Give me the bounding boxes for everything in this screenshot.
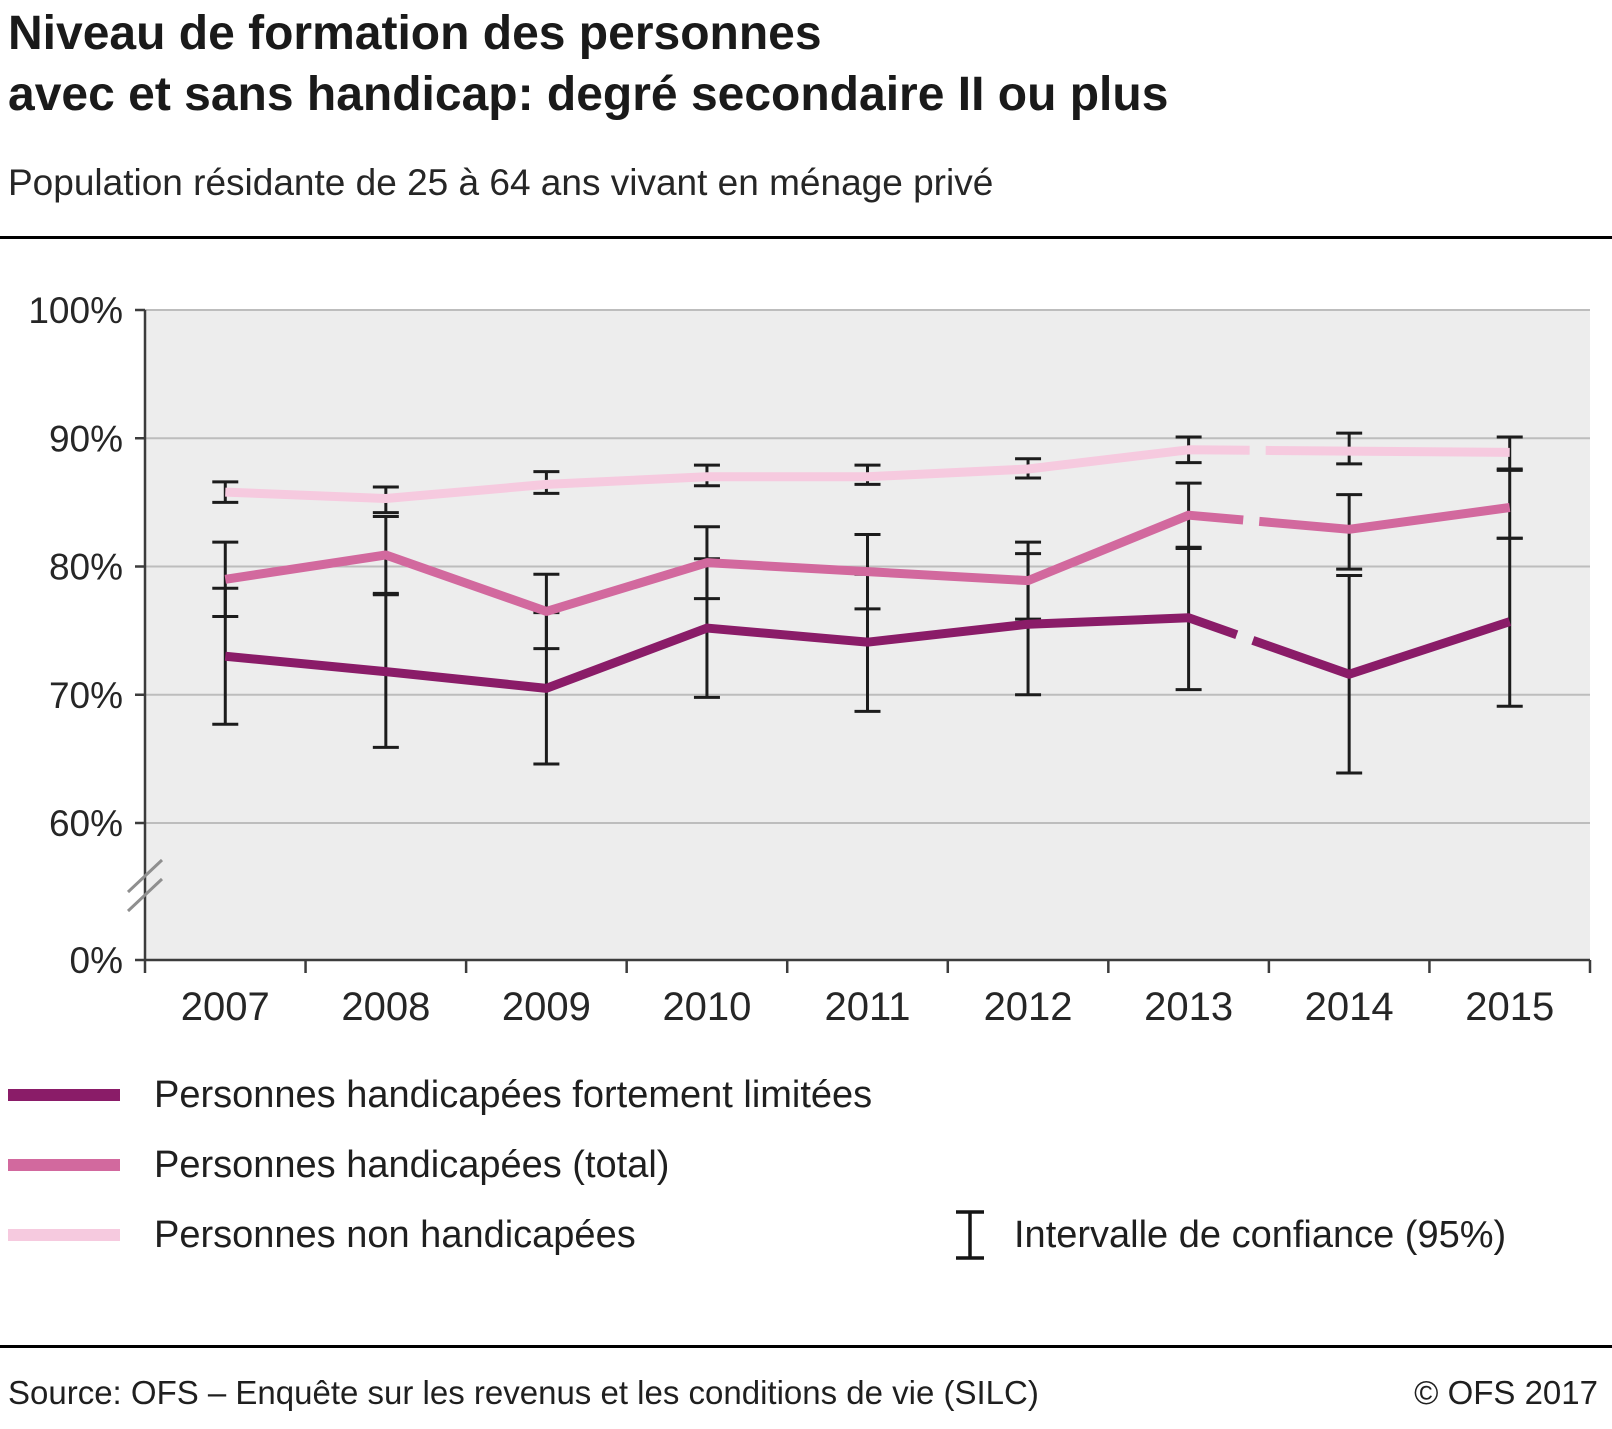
legend-swatch-strongly-limited [8, 1089, 120, 1101]
x-tick-label: 2014 [1305, 985, 1394, 1029]
legend-swatch-disabled-total [8, 1159, 120, 1171]
header-divider [0, 236, 1612, 239]
line-chart: 0% 60% 70% 80% 90% 100% 2007 2008 2009 2010 2011 20… [28, 290, 1592, 1029]
copyright-text: © OFS 2017 [1414, 1374, 1598, 1411]
x-tick-label: 2007 [181, 985, 270, 1029]
series-line-1 [224, 503, 1511, 616]
series-line-0 [224, 613, 1512, 693]
y-tick-label: 0% [70, 940, 123, 981]
x-tick-label: 2009 [502, 985, 591, 1029]
x-tick-label: 2010 [662, 985, 751, 1029]
legend: Personnes handicapées fortement limitées… [8, 1060, 872, 1270]
x-tick-label: 2015 [1465, 985, 1554, 1029]
y-tick-label: 90% [49, 418, 123, 459]
confidence-interval-icon [956, 1210, 984, 1260]
y-tick-label: 70% [49, 675, 123, 716]
y-tick-label: 100% [28, 290, 123, 331]
legend-label-not-disabled: Personnes non handicapées [154, 1213, 636, 1256]
chart-title-line2: avec et sans handicap: degré secondaire … [8, 67, 1169, 121]
legend-label-strongly-limited: Personnes handicapées fortement limitées [154, 1073, 873, 1116]
legend-swatch-not-disabled [8, 1229, 120, 1241]
axis-break-slash [126, 877, 164, 913]
footer-divider [0, 1345, 1612, 1348]
x-tick-label: 2008 [341, 985, 430, 1029]
x-tick-label: 2013 [1144, 985, 1233, 1029]
legend-item-strongly-limited: Personnes handicapées fortement limitées [8, 1060, 872, 1130]
legend-label-disabled-total: Personnes handicapées (total) [154, 1143, 670, 1186]
y-tick-label: 80% [49, 547, 123, 588]
chart-area: 0% 60% 70% 80% 90% 100% 2007 2008 2009 2010 2011 20… [0, 280, 1612, 1040]
x-tick-label: 2011 [824, 985, 910, 1029]
legend-item-not-disabled: Personnes non handicapées [8, 1200, 872, 1270]
y-tick-label: 60% [49, 803, 123, 844]
ci-legend-label: Intervalle de confiance (95%) [1014, 1213, 1507, 1256]
legend-item-disabled-total: Personnes handicapées (total) [8, 1130, 872, 1200]
source-text: Source: OFS – Enquête sur les revenus et… [8, 1374, 1039, 1411]
chart-title: Niveau de formation des personnes avec e… [8, 4, 1168, 126]
axis-break-slash [126, 858, 164, 894]
chart-title-line1: Niveau de formation des personnes [8, 7, 822, 60]
chart-subtitle: Population résidante de 25 à 64 ans viva… [8, 162, 994, 203]
x-tick-label: 2012 [984, 985, 1073, 1029]
series-line-2 [225, 445, 1510, 504]
ci-legend: Intervalle de confiance (95%) [952, 1200, 1506, 1270]
